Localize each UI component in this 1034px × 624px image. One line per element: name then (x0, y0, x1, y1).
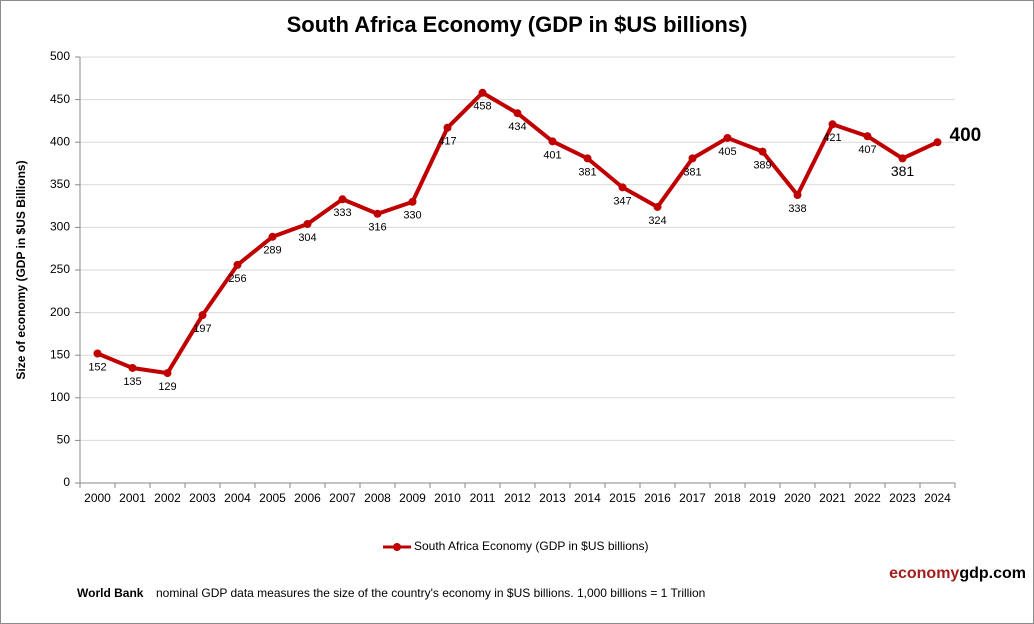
data-label: 405 (718, 146, 736, 158)
x-tick-label: 2020 (784, 491, 811, 505)
data-label: 304 (298, 232, 316, 244)
x-tick-label: 2006 (294, 491, 321, 505)
y-tick-label: 50 (57, 433, 71, 447)
legend-label: South Africa Economy (GDP in $US billion… (414, 539, 649, 553)
data-point (793, 191, 802, 200)
data-point (513, 109, 522, 118)
data-label: 417 (438, 136, 456, 148)
x-tick-label: 2019 (749, 491, 776, 505)
x-tick-label: 2004 (224, 491, 251, 505)
x-tick-label: 2014 (574, 491, 601, 505)
x-tick-label: 2011 (470, 491, 496, 505)
data-point (898, 154, 907, 163)
brand-part: gdp.com (959, 565, 1026, 582)
y-tick-label: 200 (50, 305, 70, 319)
data-label: 381 (578, 166, 596, 178)
x-tick-label: 2007 (329, 491, 356, 505)
data-point (758, 147, 767, 156)
data-label: 400 (950, 125, 982, 146)
data-label: 381 (683, 166, 701, 178)
data-point (128, 363, 137, 372)
x-tick-label: 2016 (644, 491, 671, 505)
x-tick-label: 2008 (364, 491, 391, 505)
data-label: 316 (368, 222, 386, 234)
y-tick-label: 100 (50, 390, 70, 404)
y-tick-label: 450 (50, 92, 70, 106)
data-point (163, 369, 172, 378)
y-tick-label: 300 (50, 220, 70, 234)
data-point (933, 138, 942, 147)
footnote-source: World Bank (77, 586, 144, 600)
x-tick-label: 2015 (609, 491, 636, 505)
data-point (583, 154, 592, 163)
y-tick-label: 250 (50, 262, 70, 276)
data-label: 434 (508, 121, 526, 133)
brand-part: economy (889, 565, 959, 582)
data-label: 401 (543, 149, 561, 161)
x-tick-label: 2023 (889, 491, 916, 505)
x-tick-label: 2021 (819, 491, 846, 505)
x-tick-label: 2022 (854, 491, 881, 505)
y-tick-label: 500 (50, 49, 70, 63)
x-tick-label: 2001 (119, 491, 146, 505)
data-label: 458 (473, 101, 491, 113)
data-point (93, 349, 102, 358)
data-label: 135 (123, 376, 141, 388)
footnote: nominal GDP data measures the size of th… (156, 586, 705, 600)
data-point (268, 232, 277, 241)
data-point (828, 120, 837, 129)
data-label: 347 (613, 195, 631, 207)
data-label: 324 (648, 215, 666, 227)
y-tick-label: 350 (50, 177, 70, 191)
data-label: 338 (788, 203, 806, 215)
data-label: 330 (403, 210, 421, 222)
y-tick-label: 150 (50, 347, 70, 361)
data-label: 381 (891, 163, 915, 179)
data-point (548, 137, 557, 146)
data-label: 389 (753, 159, 771, 171)
x-tick-label: 2002 (154, 491, 181, 505)
brand: economygdp.com (889, 565, 1026, 582)
x-tick-label: 2017 (679, 491, 706, 505)
data-point (443, 123, 452, 132)
x-tick-label: 2005 (259, 491, 286, 505)
x-tick-label: 2018 (714, 491, 741, 505)
data-point (688, 154, 697, 163)
data-label: 289 (263, 245, 281, 257)
data-label: 421 (823, 132, 841, 144)
data-point (198, 311, 207, 320)
data-point (863, 132, 872, 141)
data-label: 129 (158, 381, 176, 393)
x-tick-label: 2003 (189, 491, 216, 505)
x-tick-label: 2024 (924, 491, 951, 505)
x-tick-label: 2000 (84, 491, 111, 505)
data-label: 197 (193, 323, 211, 335)
data-point (478, 88, 487, 97)
data-label: 333 (333, 207, 351, 219)
data-point (303, 219, 312, 228)
chart-title: South Africa Economy (GDP in $US billion… (287, 12, 748, 37)
data-label: 152 (88, 361, 106, 373)
x-tick-label: 2013 (539, 491, 566, 505)
y-tick-label: 0 (63, 475, 70, 489)
data-label: 256 (228, 273, 246, 285)
y-tick-label: 400 (50, 134, 70, 148)
data-label: 407 (858, 144, 876, 156)
x-tick-label: 2012 (504, 491, 531, 505)
data-point (408, 197, 417, 206)
data-point (653, 202, 662, 211)
data-point (723, 133, 732, 142)
x-tick-label: 2010 (434, 491, 461, 505)
data-point (233, 260, 242, 269)
data-point (338, 195, 347, 204)
data-point (618, 183, 627, 192)
y-axis-label: Size of economy (GDP in $US Billions) (14, 160, 28, 379)
data-point (373, 209, 382, 218)
legend-marker (393, 543, 401, 551)
x-tick-label: 2009 (399, 491, 426, 505)
